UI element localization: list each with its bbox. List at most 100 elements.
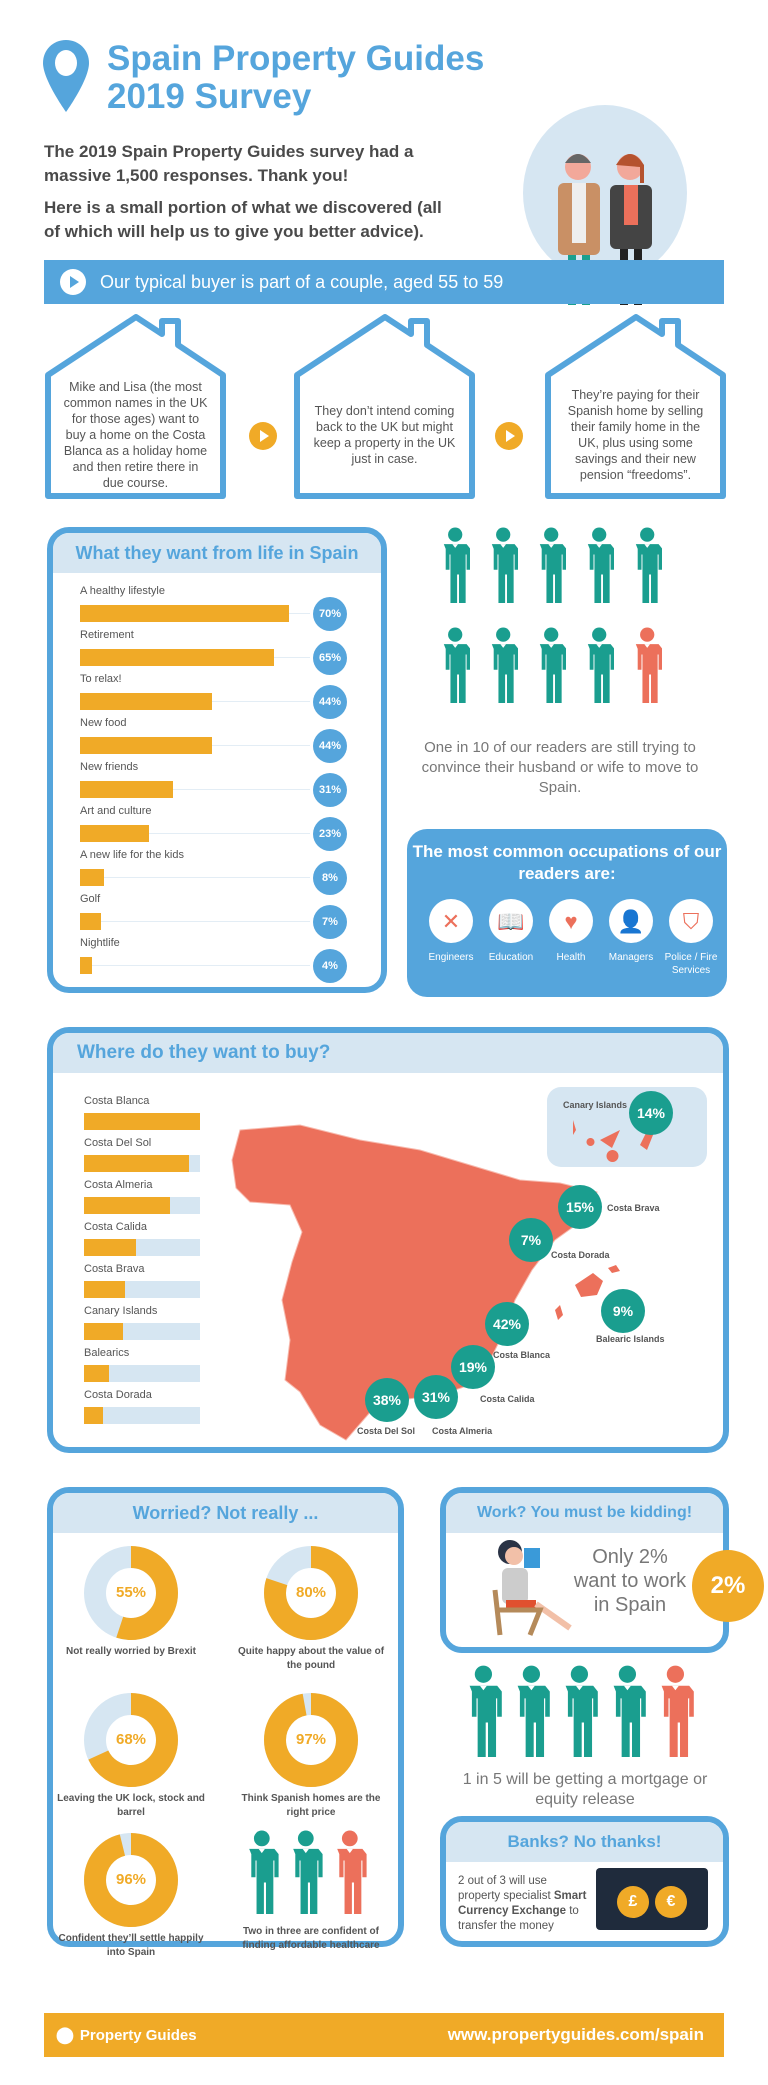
occupation-label: Managers bbox=[608, 952, 654, 963]
donut-segment bbox=[84, 1833, 178, 1927]
want-bar bbox=[80, 869, 104, 886]
want-label: A healthy lifestyle bbox=[80, 585, 165, 597]
person-icon bbox=[517, 1665, 550, 1757]
want-label: Nightlife bbox=[80, 937, 120, 949]
buy-bar bbox=[84, 1407, 104, 1424]
buy-bar-track bbox=[84, 1323, 200, 1340]
want-percent: 31% bbox=[313, 773, 347, 807]
banks-title: Banks? No thanks! bbox=[446, 1822, 723, 1862]
want-bar bbox=[80, 781, 173, 798]
occupation-item: 📖 Education bbox=[479, 899, 543, 964]
person-icon bbox=[587, 527, 615, 603]
banks-text: 2 out of 3 will use property specialist … bbox=[458, 1875, 587, 1932]
person-icon bbox=[443, 527, 471, 603]
play-icon bbox=[60, 269, 86, 295]
map-label: Balearic Islands bbox=[596, 1334, 665, 1344]
person-icon bbox=[539, 527, 567, 603]
house-outline-icon bbox=[545, 314, 726, 499]
buy-bar bbox=[84, 1239, 137, 1256]
buy-bar-track bbox=[84, 1407, 200, 1424]
house-card: Mike and Lisa (the most common names in … bbox=[44, 313, 227, 500]
map-percent-marker: 42% bbox=[485, 1302, 529, 1346]
donut-value: 68% bbox=[115, 1731, 147, 1748]
buy-label: Costa Brava bbox=[84, 1263, 145, 1275]
map-label: Costa Calida bbox=[480, 1394, 535, 1404]
donut-value: 97% bbox=[295, 1731, 327, 1748]
buy-bar-track bbox=[84, 1155, 200, 1172]
house-text: Mike and Lisa (the most common names in … bbox=[63, 379, 208, 490]
want-label: Retirement bbox=[80, 629, 134, 641]
buy-bar-track bbox=[84, 1281, 200, 1298]
donut-value: 55% bbox=[115, 1584, 147, 1601]
donut-label: Confident they’ll settle happily into Sp… bbox=[58, 1933, 204, 1958]
want-percent: 8% bbox=[313, 861, 347, 895]
buy-bar bbox=[84, 1281, 126, 1298]
buy-bar bbox=[84, 1155, 189, 1172]
work-badge: 2% bbox=[692, 1550, 764, 1622]
person-icon bbox=[249, 1830, 279, 1914]
want-bar bbox=[80, 693, 212, 710]
euro-icon: € bbox=[655, 1886, 687, 1918]
wants-title: What they want from life in Spain bbox=[53, 533, 381, 573]
want-bar bbox=[80, 605, 290, 622]
want-track bbox=[80, 921, 310, 922]
work-panel: Work? You must be kidding! bbox=[440, 1487, 729, 1653]
donut-label: Leaving the UK lock, stock and barrel bbox=[57, 1793, 205, 1818]
tools-icon: ✕ bbox=[429, 899, 473, 943]
footer-url-link[interactable]: www.propertyguides.com/spain bbox=[447, 2025, 704, 2044]
donut-segment bbox=[264, 1693, 358, 1787]
map-label: Costa Brava bbox=[607, 1203, 660, 1213]
want-bar bbox=[80, 737, 212, 754]
want-label: Golf bbox=[80, 893, 101, 905]
healthcare-people bbox=[245, 1830, 375, 1920]
occupations-panel: The most common occupations of our reade… bbox=[407, 829, 727, 997]
map-percent-marker: 38% bbox=[365, 1378, 409, 1422]
buy-label: Balearics bbox=[84, 1347, 130, 1359]
want-track bbox=[80, 877, 310, 878]
map-label: Costa Almeria bbox=[432, 1426, 493, 1436]
typical-buyer-banner: Our typical buyer is part of a couple, a… bbox=[44, 260, 724, 304]
heart-icon: ♥ bbox=[549, 899, 593, 943]
buy-label: Costa Del Sol bbox=[84, 1137, 152, 1149]
want-track bbox=[80, 789, 310, 790]
donut-value: 80% bbox=[295, 1584, 327, 1601]
map-percent-marker: 9% bbox=[601, 1289, 645, 1333]
buy-bar-track bbox=[84, 1197, 200, 1214]
occupation-item: ♥ Health bbox=[539, 899, 603, 964]
buy-bar bbox=[84, 1197, 170, 1214]
occupations-title: The most common occupations of our reade… bbox=[412, 842, 722, 883]
people-grid bbox=[440, 527, 685, 707]
house-outline-icon bbox=[294, 314, 475, 499]
buy-label: Canary Islands bbox=[84, 1305, 158, 1317]
footer-bar: ⬤ Property Guides www.propertyguides.com/… bbox=[44, 2013, 724, 2057]
donut-charts bbox=[84, 1546, 358, 1927]
person-icon bbox=[469, 1665, 502, 1757]
person-icon bbox=[587, 627, 615, 703]
intro-text-2: Here is a small portion of what we disco… bbox=[44, 198, 442, 241]
occupation-item: ✕ Engineers bbox=[419, 899, 483, 964]
buy-label: Costa Calida bbox=[84, 1221, 147, 1233]
want-bar bbox=[80, 825, 149, 842]
donut-value: 96% bbox=[115, 1871, 147, 1888]
want-bar bbox=[80, 649, 275, 666]
page-title: Spain Property Guides 2019 Survey bbox=[107, 39, 485, 116]
work-title: Work? You must be kidding! bbox=[446, 1493, 723, 1533]
worried-title: Worried? Not really ... bbox=[53, 1493, 398, 1533]
map-pin-icon: ⬤ bbox=[56, 2027, 74, 2044]
map-percent-marker: 19% bbox=[451, 1345, 495, 1389]
person-icon: 👤 bbox=[609, 899, 653, 943]
inset-title: Canary Islands bbox=[563, 1100, 628, 1110]
occupation-label: Education bbox=[488, 952, 534, 963]
donut-label: Not really worried by Brexit bbox=[65, 1646, 197, 1657]
want-percent: 44% bbox=[313, 685, 347, 719]
want-percent: 4% bbox=[313, 949, 347, 983]
person-icon bbox=[635, 527, 663, 603]
house-card: They don’t intend coming back to the UK … bbox=[293, 313, 476, 500]
arrow-right-icon bbox=[249, 422, 277, 450]
house-card: They’re paying for their Spanish home by… bbox=[544, 313, 727, 500]
map-label: Costa Del Sol bbox=[357, 1426, 416, 1436]
book-icon: 📖 bbox=[489, 899, 533, 943]
buy-label: Costa Dorada bbox=[84, 1389, 152, 1401]
buy-bar bbox=[84, 1323, 123, 1340]
want-percent: 7% bbox=[313, 905, 347, 939]
